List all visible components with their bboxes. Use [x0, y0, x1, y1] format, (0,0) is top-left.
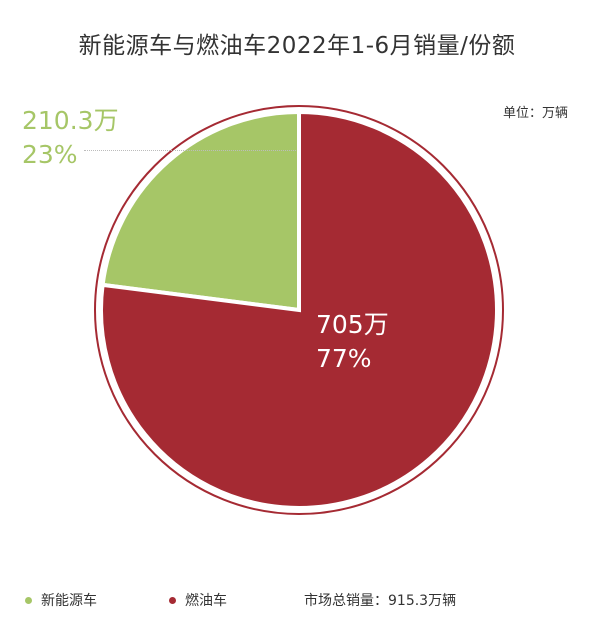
legend-dot-new-energy — [25, 596, 32, 604]
legend-item-fuel: 燃油车 — [169, 590, 227, 610]
legend: 新能源车 燃油车 市场总销量：915.3万辆 — [0, 590, 594, 610]
legend-item-new-energy: 新能源车 — [25, 590, 97, 610]
market-total-label: 市场总销量：915.3万辆 — [304, 593, 457, 609]
new-energy-value-label: 210.3万 — [22, 106, 119, 135]
new-energy-slice-label: 210.3万 23% — [22, 104, 119, 172]
new-energy-percent-label: 23% — [22, 140, 78, 169]
legend-dot-fuel — [169, 596, 176, 604]
fuel-percent-label: 77% — [316, 344, 372, 373]
fuel-slice-label: 705万 77% — [316, 308, 389, 376]
legend-label-fuel: 燃油车 — [185, 593, 227, 609]
unit-label: 单位：万辆 — [502, 106, 568, 121]
leader-line — [84, 150, 296, 151]
fuel-value-label: 705万 — [316, 310, 389, 339]
pie-slice-fuel — [99, 109, 499, 510]
pie-slice-new-energy — [100, 109, 301, 313]
chart-title: 新能源车与燃油车2022年1-6月销量/份额 — [78, 33, 516, 59]
legend-label-new-energy: 新能源车 — [41, 593, 97, 609]
